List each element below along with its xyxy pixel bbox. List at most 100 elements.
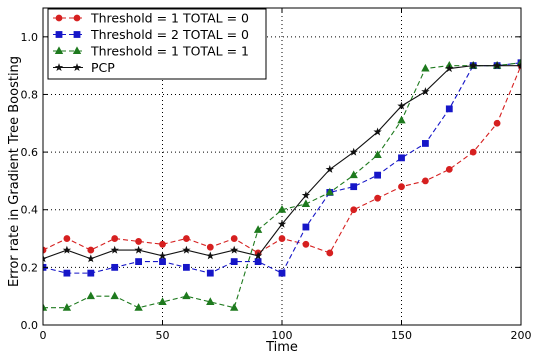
data-point	[43, 246, 47, 254]
data-point	[43, 254, 48, 263]
data-point	[253, 251, 263, 260]
data-point	[206, 269, 214, 277]
data-point	[43, 303, 48, 311]
y-tick-label: 0.0	[21, 319, 39, 332]
data-point	[134, 303, 143, 311]
y-tick-label: 0.4	[21, 204, 39, 217]
data-point	[62, 303, 72, 311]
data-point	[87, 269, 95, 277]
data-point	[159, 258, 166, 266]
data-point	[350, 183, 358, 191]
y-axis-label: Error rate in Gradient Tree Boosting	[7, 56, 22, 287]
data-point	[350, 206, 358, 214]
series-line	[43, 65, 521, 260]
legend-marker	[54, 63, 64, 72]
data-point	[302, 223, 310, 231]
data-point	[421, 87, 430, 96]
data-point	[469, 61, 478, 70]
legend-entry: Threshold = 2 TOTAL = 0	[53, 27, 249, 42]
data-point	[398, 183, 405, 191]
data-point	[445, 165, 453, 173]
data-point	[421, 177, 429, 185]
data-point	[493, 119, 501, 127]
data-point	[301, 190, 311, 199]
data-point	[134, 245, 143, 254]
series-line	[43, 62, 521, 309]
data-point	[349, 147, 358, 156]
data-point	[206, 297, 215, 305]
legend-marker	[55, 14, 63, 22]
legend-marker	[54, 46, 64, 54]
data-point	[278, 235, 286, 242]
series-1	[43, 62, 521, 257]
data-point	[421, 140, 429, 147]
data-point	[110, 245, 119, 254]
legend-label: Threshold = 2 TOTAL = 0	[90, 27, 249, 42]
data-point	[397, 115, 406, 124]
data-point	[182, 235, 190, 242]
y-tick-label: 0.2	[21, 261, 39, 274]
legend-entry: PCP	[53, 60, 115, 75]
data-point	[421, 63, 430, 72]
data-point	[253, 225, 263, 233]
legend-entry: Threshold = 1 TOTAL = 0	[53, 11, 249, 26]
data-point	[398, 154, 405, 162]
data-point	[302, 240, 310, 248]
data-point	[111, 263, 119, 271]
data-point	[206, 243, 214, 251]
data-point	[182, 245, 191, 254]
data-point	[374, 194, 382, 202]
x-tick-label: 150	[391, 329, 412, 342]
data-point	[111, 235, 119, 242]
data-point	[445, 105, 453, 113]
data-point	[325, 187, 334, 196]
legend-label: Threshold = 1 TOTAL = 0	[90, 11, 249, 26]
data-point	[86, 254, 95, 263]
x-tick-label: 50	[156, 329, 170, 342]
y-tick-label: 1.0	[21, 31, 39, 44]
data-point	[301, 199, 311, 207]
data-point	[230, 303, 239, 311]
series-line	[43, 62, 521, 274]
data-point	[182, 291, 191, 300]
legend-label: Threshold = 1 TOTAL = 1	[90, 44, 249, 59]
data-point	[206, 251, 215, 260]
legend-marker	[73, 31, 81, 38]
data-point	[326, 249, 334, 257]
data-point	[158, 297, 167, 305]
data-point	[110, 291, 119, 300]
legend-marker	[55, 31, 63, 38]
data-point	[135, 258, 143, 266]
data-point	[469, 148, 477, 156]
data-point	[349, 170, 358, 179]
ticks: 0 50 100 150 200 0.0 0.2 0.4 0.6 0.8 1.0	[21, 8, 532, 342]
data-point	[277, 205, 287, 213]
x-axis-label: Time	[265, 340, 298, 355]
data-point	[230, 258, 238, 266]
legend-label: PCP	[91, 60, 115, 75]
data-point	[277, 219, 287, 228]
data-point	[135, 238, 143, 245]
legend-marker	[73, 14, 81, 22]
legend-entry: Threshold = 1 TOTAL = 1	[53, 44, 249, 59]
legend-box	[47, 8, 267, 80]
data-point	[182, 263, 190, 271]
data-point	[62, 245, 72, 254]
data-point	[63, 269, 71, 277]
data-point	[325, 164, 334, 173]
data-point	[445, 64, 454, 73]
data-point	[159, 240, 166, 248]
x-tick-label: 0	[40, 329, 47, 342]
data-point	[87, 246, 95, 254]
y-tick-label: 0.8	[21, 88, 39, 101]
data-point	[516, 61, 521, 70]
data-point	[373, 150, 382, 158]
data-point	[397, 101, 406, 110]
data-point	[374, 171, 382, 179]
data-point	[63, 235, 71, 242]
series-4	[43, 61, 521, 263]
data-point	[278, 269, 286, 277]
data-point	[373, 127, 382, 136]
y-tick-label: 0.6	[21, 146, 39, 159]
